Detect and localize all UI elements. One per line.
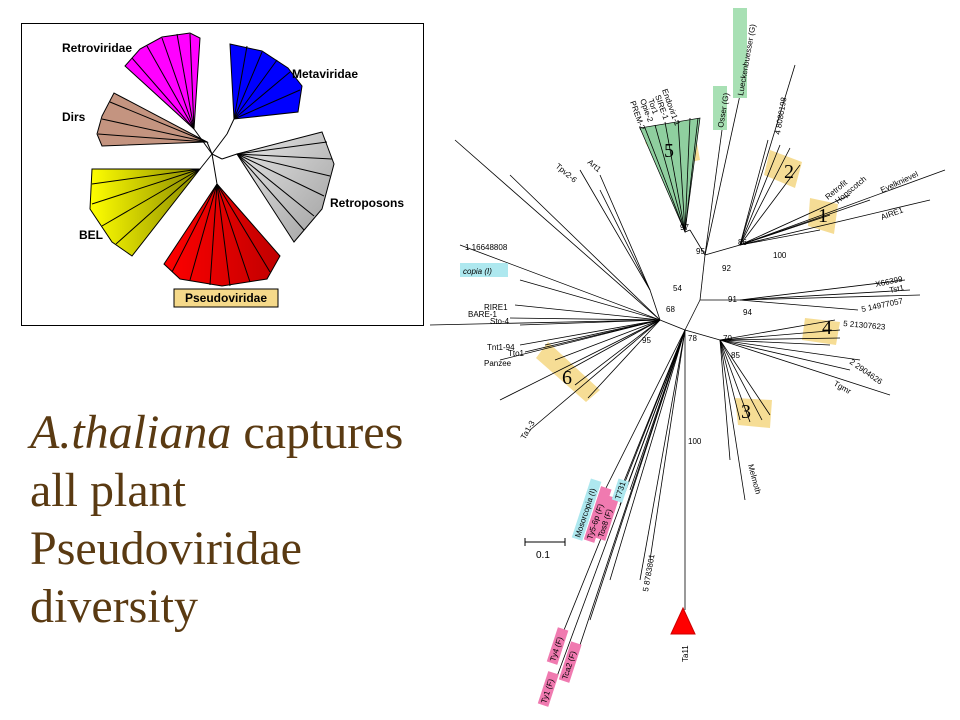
- bootstrap-68: 68: [666, 305, 675, 314]
- family-radial-tree: Retroviridae Metaviridae Dirs Retroposon…: [62, 32, 404, 308]
- inset-trunks: [193, 118, 238, 185]
- bootstrap-100a: 100: [773, 251, 787, 260]
- bootstrap-86: 86: [738, 238, 747, 247]
- label-bel: BEL: [79, 228, 103, 242]
- label-bare1: BARE-1: [468, 310, 497, 319]
- label-tto1: Tto1: [508, 349, 525, 358]
- bootstrap-54: 54: [673, 284, 682, 293]
- bel-fan: [89, 168, 202, 257]
- retroviridae-branches: [131, 33, 195, 130]
- retroposons-branches: [236, 141, 333, 231]
- label-boxes: [460, 8, 747, 277]
- label-rire1: RIRE1: [484, 303, 508, 312]
- caption-line-1: A.thaliana captures: [30, 404, 450, 462]
- bootstrap-85: 85: [731, 351, 740, 360]
- caption-captures: captures: [231, 406, 404, 459]
- metaviridae-branches: [233, 45, 301, 120]
- pseudoviridae-label-box: [173, 288, 279, 308]
- bootstrap-94: 94: [743, 308, 752, 317]
- clade-2-highlight: [764, 150, 802, 188]
- osser-box: [713, 86, 727, 130]
- label-copia: copia (I): [463, 267, 492, 276]
- label-melmoth: Melmoth: [746, 463, 763, 495]
- clade-6-highlight: [536, 342, 600, 402]
- label-2-2904626: 2 2904626: [848, 357, 885, 386]
- copia-box: [460, 263, 508, 277]
- label-1-16648808: 1 16648808: [465, 243, 508, 252]
- bottom-colored-labels: Mosorcopia (I) Ty5-6p (F) Tos8 (F) T731 …: [537, 478, 630, 707]
- clade-number-1: 1: [818, 205, 828, 227]
- family-radial-inset: Retroviridae Metaviridae Dirs Retroposon…: [21, 23, 424, 326]
- slide-caption: A.thaliana captures all plant Pseudoviri…: [30, 404, 450, 636]
- caption-line-3: Pseudoviridae: [30, 522, 302, 575]
- caption-line-2: all plant: [30, 464, 186, 517]
- label-tnt194: Tnt1-94: [487, 343, 515, 352]
- label-4-8080198: 4 8080198: [773, 96, 789, 135]
- bootstrap-95a: 95: [696, 247, 705, 256]
- bootstrap-97: 97: [680, 223, 689, 232]
- label-art1: Art1: [586, 158, 603, 175]
- bootstrap-70: 70: [723, 334, 732, 343]
- bootstrap-95b: 95: [642, 336, 651, 345]
- label-tca2: Tca2 (F): [560, 650, 578, 681]
- scale-bar-label: 0.1: [536, 550, 550, 561]
- bootstrap-values: 97 95 86 100 92 54 91 68 94 95 78 70 85 …: [642, 223, 787, 446]
- pseudoviridae-fan: [163, 183, 281, 287]
- label-evelknievel: Evelknievel: [879, 169, 920, 194]
- label-aire1: AIRE1: [880, 205, 905, 222]
- clade-number-labels: 5 2 1 4 3 6: [562, 140, 832, 423]
- clade-number-4: 4: [822, 317, 832, 339]
- bootstrap-78: 78: [688, 334, 697, 343]
- lueckenbuesser-box: [733, 8, 747, 98]
- label-ta11: Ta11: [681, 645, 690, 662]
- clade-number-5: 5: [664, 140, 674, 162]
- label-tst1: Tst1: [889, 283, 906, 295]
- caption-line-4: diversity: [30, 580, 198, 633]
- label-ta13: Ta1-3: [519, 419, 537, 441]
- root-triangle: [670, 606, 696, 635]
- label-panzee: Panzee: [484, 359, 512, 368]
- bootstrap-92: 92: [722, 264, 731, 273]
- label-5-21307623: 5 21307623: [843, 319, 886, 332]
- bel-branches: [91, 168, 201, 245]
- bootstrap-91: 91: [728, 295, 737, 304]
- dirs-branches: [97, 101, 208, 143]
- clade-number-6: 6: [562, 367, 572, 389]
- label-metaviridae: Metaviridae: [292, 67, 358, 81]
- label-sto4: Sto-4: [490, 317, 510, 326]
- label-tgmr: Tgmr: [832, 379, 853, 396]
- label-retroposons: Retroposons: [330, 196, 404, 210]
- label-5-14977057: 5 14977057: [861, 296, 905, 314]
- label-tpv26: Tpv2-6: [554, 162, 579, 185]
- caption-species: A.thaliana: [30, 406, 232, 459]
- clade-5-green-fan: [639, 117, 701, 234]
- clade-number-3: 3: [741, 401, 751, 423]
- scale-bar: 0.1: [524, 538, 566, 561]
- bootstrap-100b: 100: [688, 437, 702, 446]
- label-dirs: Dirs: [62, 110, 86, 124]
- label-retroviridae: Retroviridae: [62, 41, 132, 55]
- clade-number-2: 2: [784, 161, 794, 183]
- pseudoviridae-branches: [171, 183, 271, 287]
- label-pseudoviridae: Pseudoviridae: [185, 291, 267, 305]
